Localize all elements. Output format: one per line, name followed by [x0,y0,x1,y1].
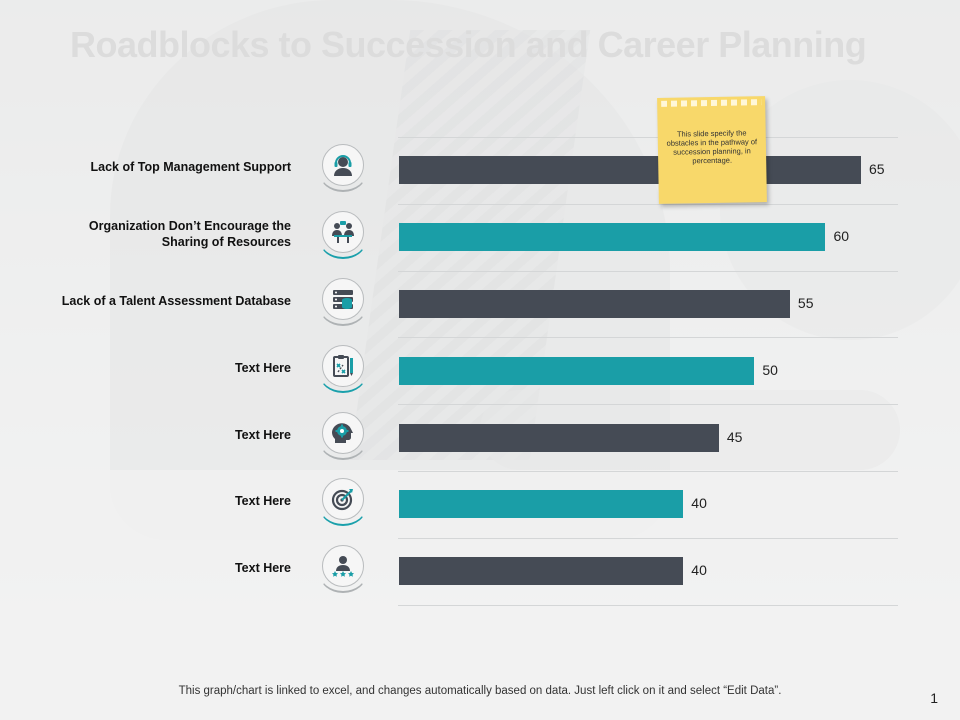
note-tape [661,99,762,107]
value-label: 60 [833,228,850,245]
value-label: 65 [869,161,885,178]
target-icon [319,476,367,527]
bar [399,290,790,318]
page-number: 1 [930,690,938,706]
user-stars-icon [319,543,367,594]
gridline [398,604,898,606]
bar [399,423,719,452]
footer-text: This graph/chart is linked to excel, and… [178,685,782,697]
value-label: 40 [691,562,707,579]
category-label: Text Here [234,360,291,375]
gridline [398,537,898,539]
gear-head-icon [319,410,367,460]
gridline [398,471,898,472]
category-label: Lack of a Talent Assessment Database [61,294,291,308]
gridline [398,203,898,205]
value-label: 45 [726,428,743,445]
category-label: Organization Don’t Encourage the Sharing… [88,219,291,250]
bar [399,557,684,586]
gridline [398,270,898,272]
bar [399,223,826,252]
bar [399,490,684,519]
gridline [398,337,898,339]
value-label: 55 [797,295,814,311]
slide-title: Roadblocks to Succession and Career Plan… [70,24,867,65]
category-label: Lack of Top Management Support [90,160,291,175]
value-label: 50 [762,361,778,378]
value-label: 40 [691,495,707,512]
category-label: Text Here [234,561,291,576]
bar [399,156,861,185]
headset-person-icon [319,142,367,193]
sticky-note: This slide specify the obstacles in the … [657,96,767,204]
clipboard-pencil-icon [319,343,367,393]
people-meeting-icon [319,209,367,260]
category-label: Text Here [234,494,291,509]
bar [399,356,755,385]
gridline [398,137,898,138]
gridline [398,404,898,406]
note-text: This slide specify the obstacles in the … [666,128,758,166]
category-label: Text Here [234,427,291,442]
database-icon [319,276,367,326]
